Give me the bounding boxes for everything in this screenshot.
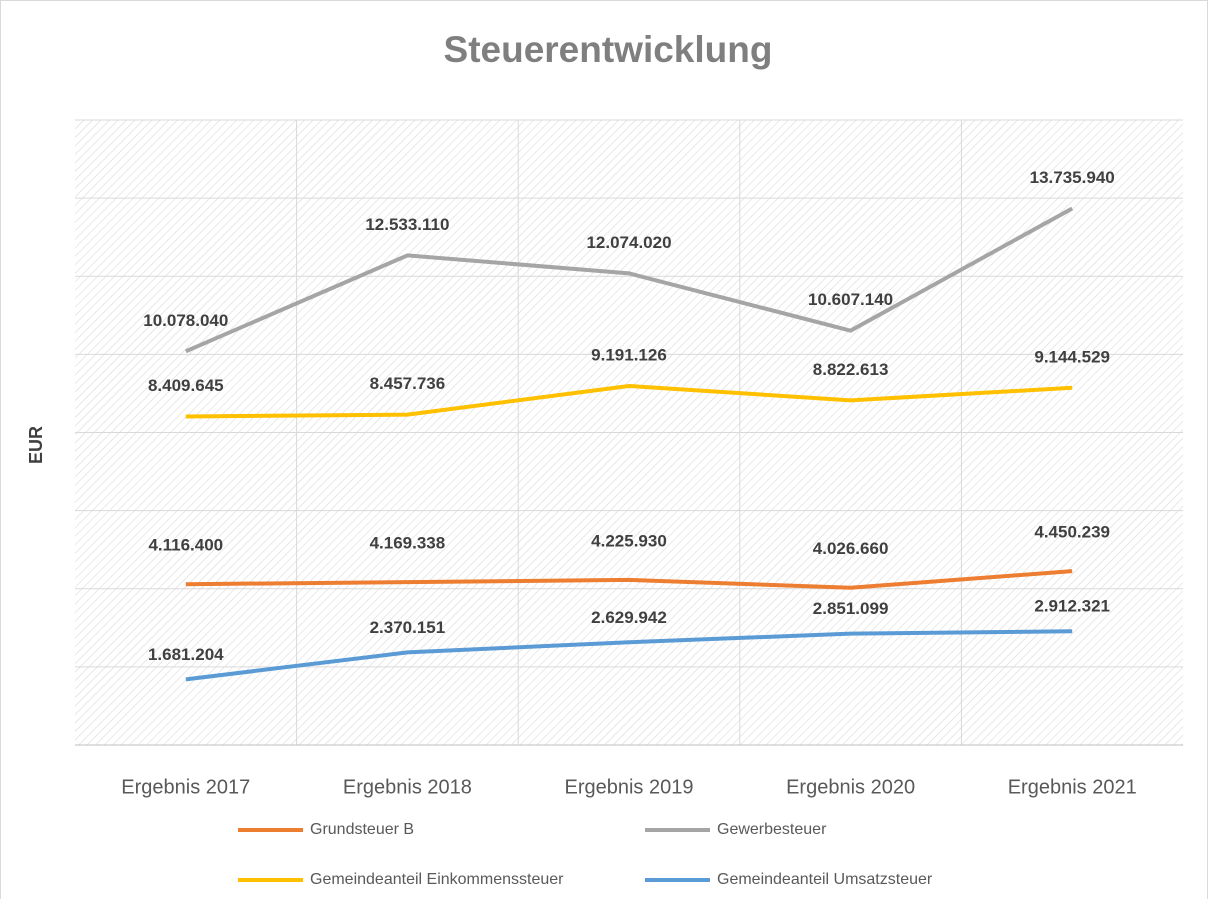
data-label: 2.851.099 <box>813 599 889 618</box>
x-tick-label: Ergebnis 2020 <box>786 776 915 798</box>
data-label: 9.191.126 <box>591 345 667 364</box>
data-label: 4.225.930 <box>591 531 667 550</box>
legend-label: Gemeindeanteil Umsatzsteuer <box>717 871 933 888</box>
series-line <box>185 629 1073 682</box>
legend-label: Grundsteuer B <box>310 821 414 838</box>
data-label: 8.409.645 <box>148 376 224 395</box>
data-label: 10.078.040 <box>143 311 228 330</box>
data-label: 4.169.338 <box>370 534 446 553</box>
data-label: 9.144.529 <box>1034 347 1110 366</box>
series-line <box>185 383 1073 419</box>
series-line <box>185 569 1073 590</box>
data-label: 4.116.400 <box>148 536 223 555</box>
x-tick-label: Ergebnis 2017 <box>121 776 250 798</box>
data-label: 2.370.151 <box>370 618 446 637</box>
data-label: 4.026.660 <box>813 539 889 558</box>
series-line <box>185 206 1074 354</box>
data-label: 10.607.140 <box>808 290 893 309</box>
x-tick-label: Ergebnis 2021 <box>1008 776 1137 798</box>
legend-label: Gewerbesteuer <box>717 821 827 838</box>
data-label: 2.629.942 <box>591 608 667 627</box>
data-label: 12.533.110 <box>365 215 449 234</box>
data-label: 2.912.321 <box>1034 597 1110 616</box>
data-label: 4.450.239 <box>1034 523 1110 542</box>
data-label: 12.074.020 <box>586 233 671 252</box>
y-axis-label: EUR <box>26 426 46 464</box>
data-label: 8.457.736 <box>370 374 446 393</box>
legend-label: Gemeindeanteil Einkommenssteuer <box>310 871 564 888</box>
chart-title: Steuerentwicklung <box>444 29 773 70</box>
data-label: 13.735.940 <box>1030 168 1115 187</box>
x-tick-label: Ergebnis 2019 <box>565 776 694 798</box>
data-label: 1.681.204 <box>148 645 224 664</box>
data-label: 8.822.613 <box>813 360 889 379</box>
x-tick-label: Ergebnis 2018 <box>343 776 472 798</box>
